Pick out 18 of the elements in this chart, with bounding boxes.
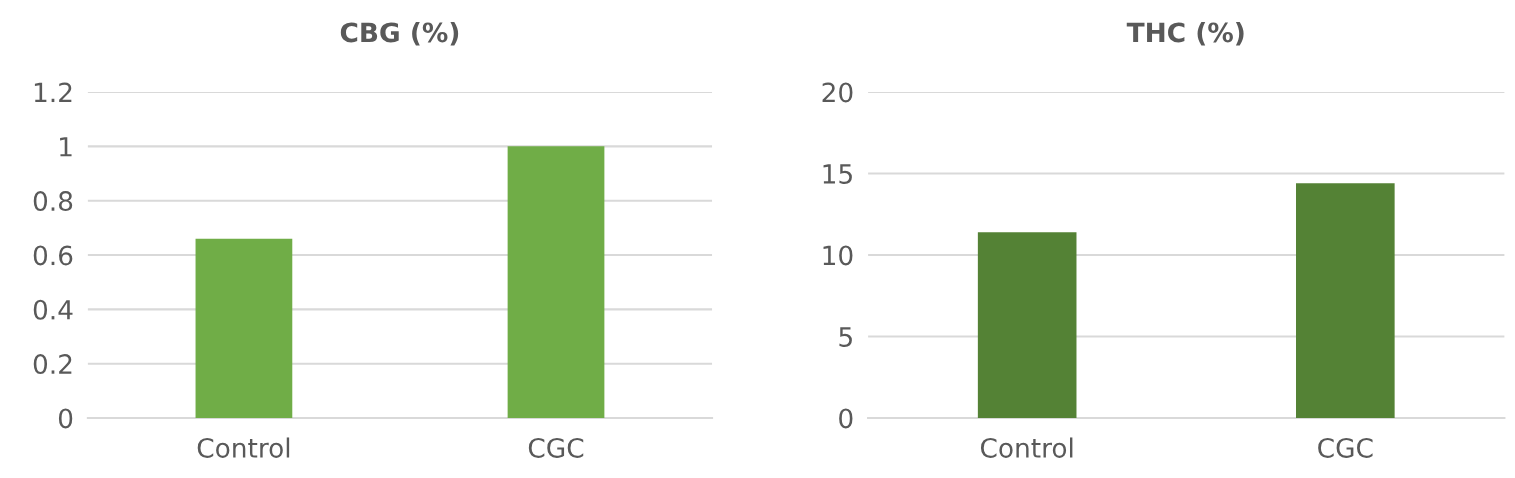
chart-title: THC (%) xyxy=(1126,21,1244,46)
y-tick-label: 0.4 xyxy=(33,299,73,320)
x-tick-label: Control xyxy=(980,437,1073,458)
y-tick-label: 15 xyxy=(823,164,852,184)
y-tick-label: 0 xyxy=(839,408,853,429)
y-tick-label: 0.2 xyxy=(33,354,72,375)
y-tick-label: 5 xyxy=(839,327,852,347)
y-tick-label: 0.6 xyxy=(33,245,73,266)
x-tick-label: CGC xyxy=(528,437,584,458)
y-tick-label: 10 xyxy=(823,245,853,266)
y-tick-label: 1 xyxy=(60,137,72,157)
y-tick-label: 0.8 xyxy=(33,191,73,212)
y-tick-label: 0 xyxy=(58,408,73,429)
chart-title: CBG (%) xyxy=(340,21,459,46)
x-tick-label: Control xyxy=(197,437,290,458)
y-tick-label: 20 xyxy=(822,82,853,103)
y-tick-label: 1.2 xyxy=(34,82,72,103)
x-tick-label: CGC xyxy=(1318,437,1373,458)
